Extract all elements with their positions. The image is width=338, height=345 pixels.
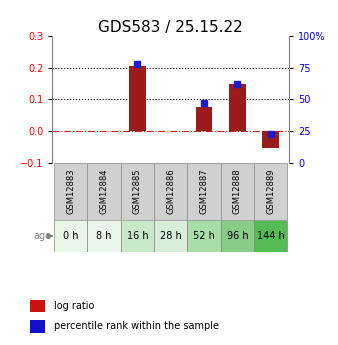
- Bar: [154, 163, 187, 220]
- Text: 28 h: 28 h: [160, 231, 182, 241]
- Text: 96 h: 96 h: [226, 231, 248, 241]
- Bar: [262, 131, 279, 148]
- Text: GSM12889: GSM12889: [266, 169, 275, 214]
- Text: GSM12884: GSM12884: [100, 169, 108, 214]
- Bar: [229, 84, 246, 131]
- Text: 0 h: 0 h: [63, 231, 78, 241]
- Bar: [254, 163, 287, 220]
- Text: log ratio: log ratio: [54, 301, 94, 311]
- Text: GSM12886: GSM12886: [166, 169, 175, 214]
- Bar: [30, 320, 45, 333]
- Bar: [187, 163, 221, 220]
- Text: 8 h: 8 h: [96, 231, 112, 241]
- Bar: [121, 220, 154, 252]
- Bar: [154, 220, 187, 252]
- Title: GDS583 / 25.15.22: GDS583 / 25.15.22: [98, 20, 243, 35]
- Bar: [88, 163, 121, 220]
- Text: GSM12885: GSM12885: [133, 169, 142, 214]
- Bar: [221, 220, 254, 252]
- Bar: [187, 220, 221, 252]
- Text: 16 h: 16 h: [126, 231, 148, 241]
- Bar: [30, 299, 45, 312]
- Bar: [88, 220, 121, 252]
- Bar: [254, 220, 287, 252]
- Bar: [121, 163, 154, 220]
- Bar: [54, 220, 88, 252]
- Text: GSM12883: GSM12883: [66, 169, 75, 214]
- Bar: [129, 66, 146, 131]
- Text: 144 h: 144 h: [257, 231, 285, 241]
- Text: percentile rank within the sample: percentile rank within the sample: [54, 322, 219, 332]
- Bar: [54, 163, 88, 220]
- Bar: [221, 163, 254, 220]
- Text: GSM12888: GSM12888: [233, 169, 242, 214]
- Text: GSM12887: GSM12887: [199, 169, 209, 214]
- Bar: [196, 107, 212, 131]
- Text: 52 h: 52 h: [193, 231, 215, 241]
- Text: age: age: [33, 231, 52, 241]
